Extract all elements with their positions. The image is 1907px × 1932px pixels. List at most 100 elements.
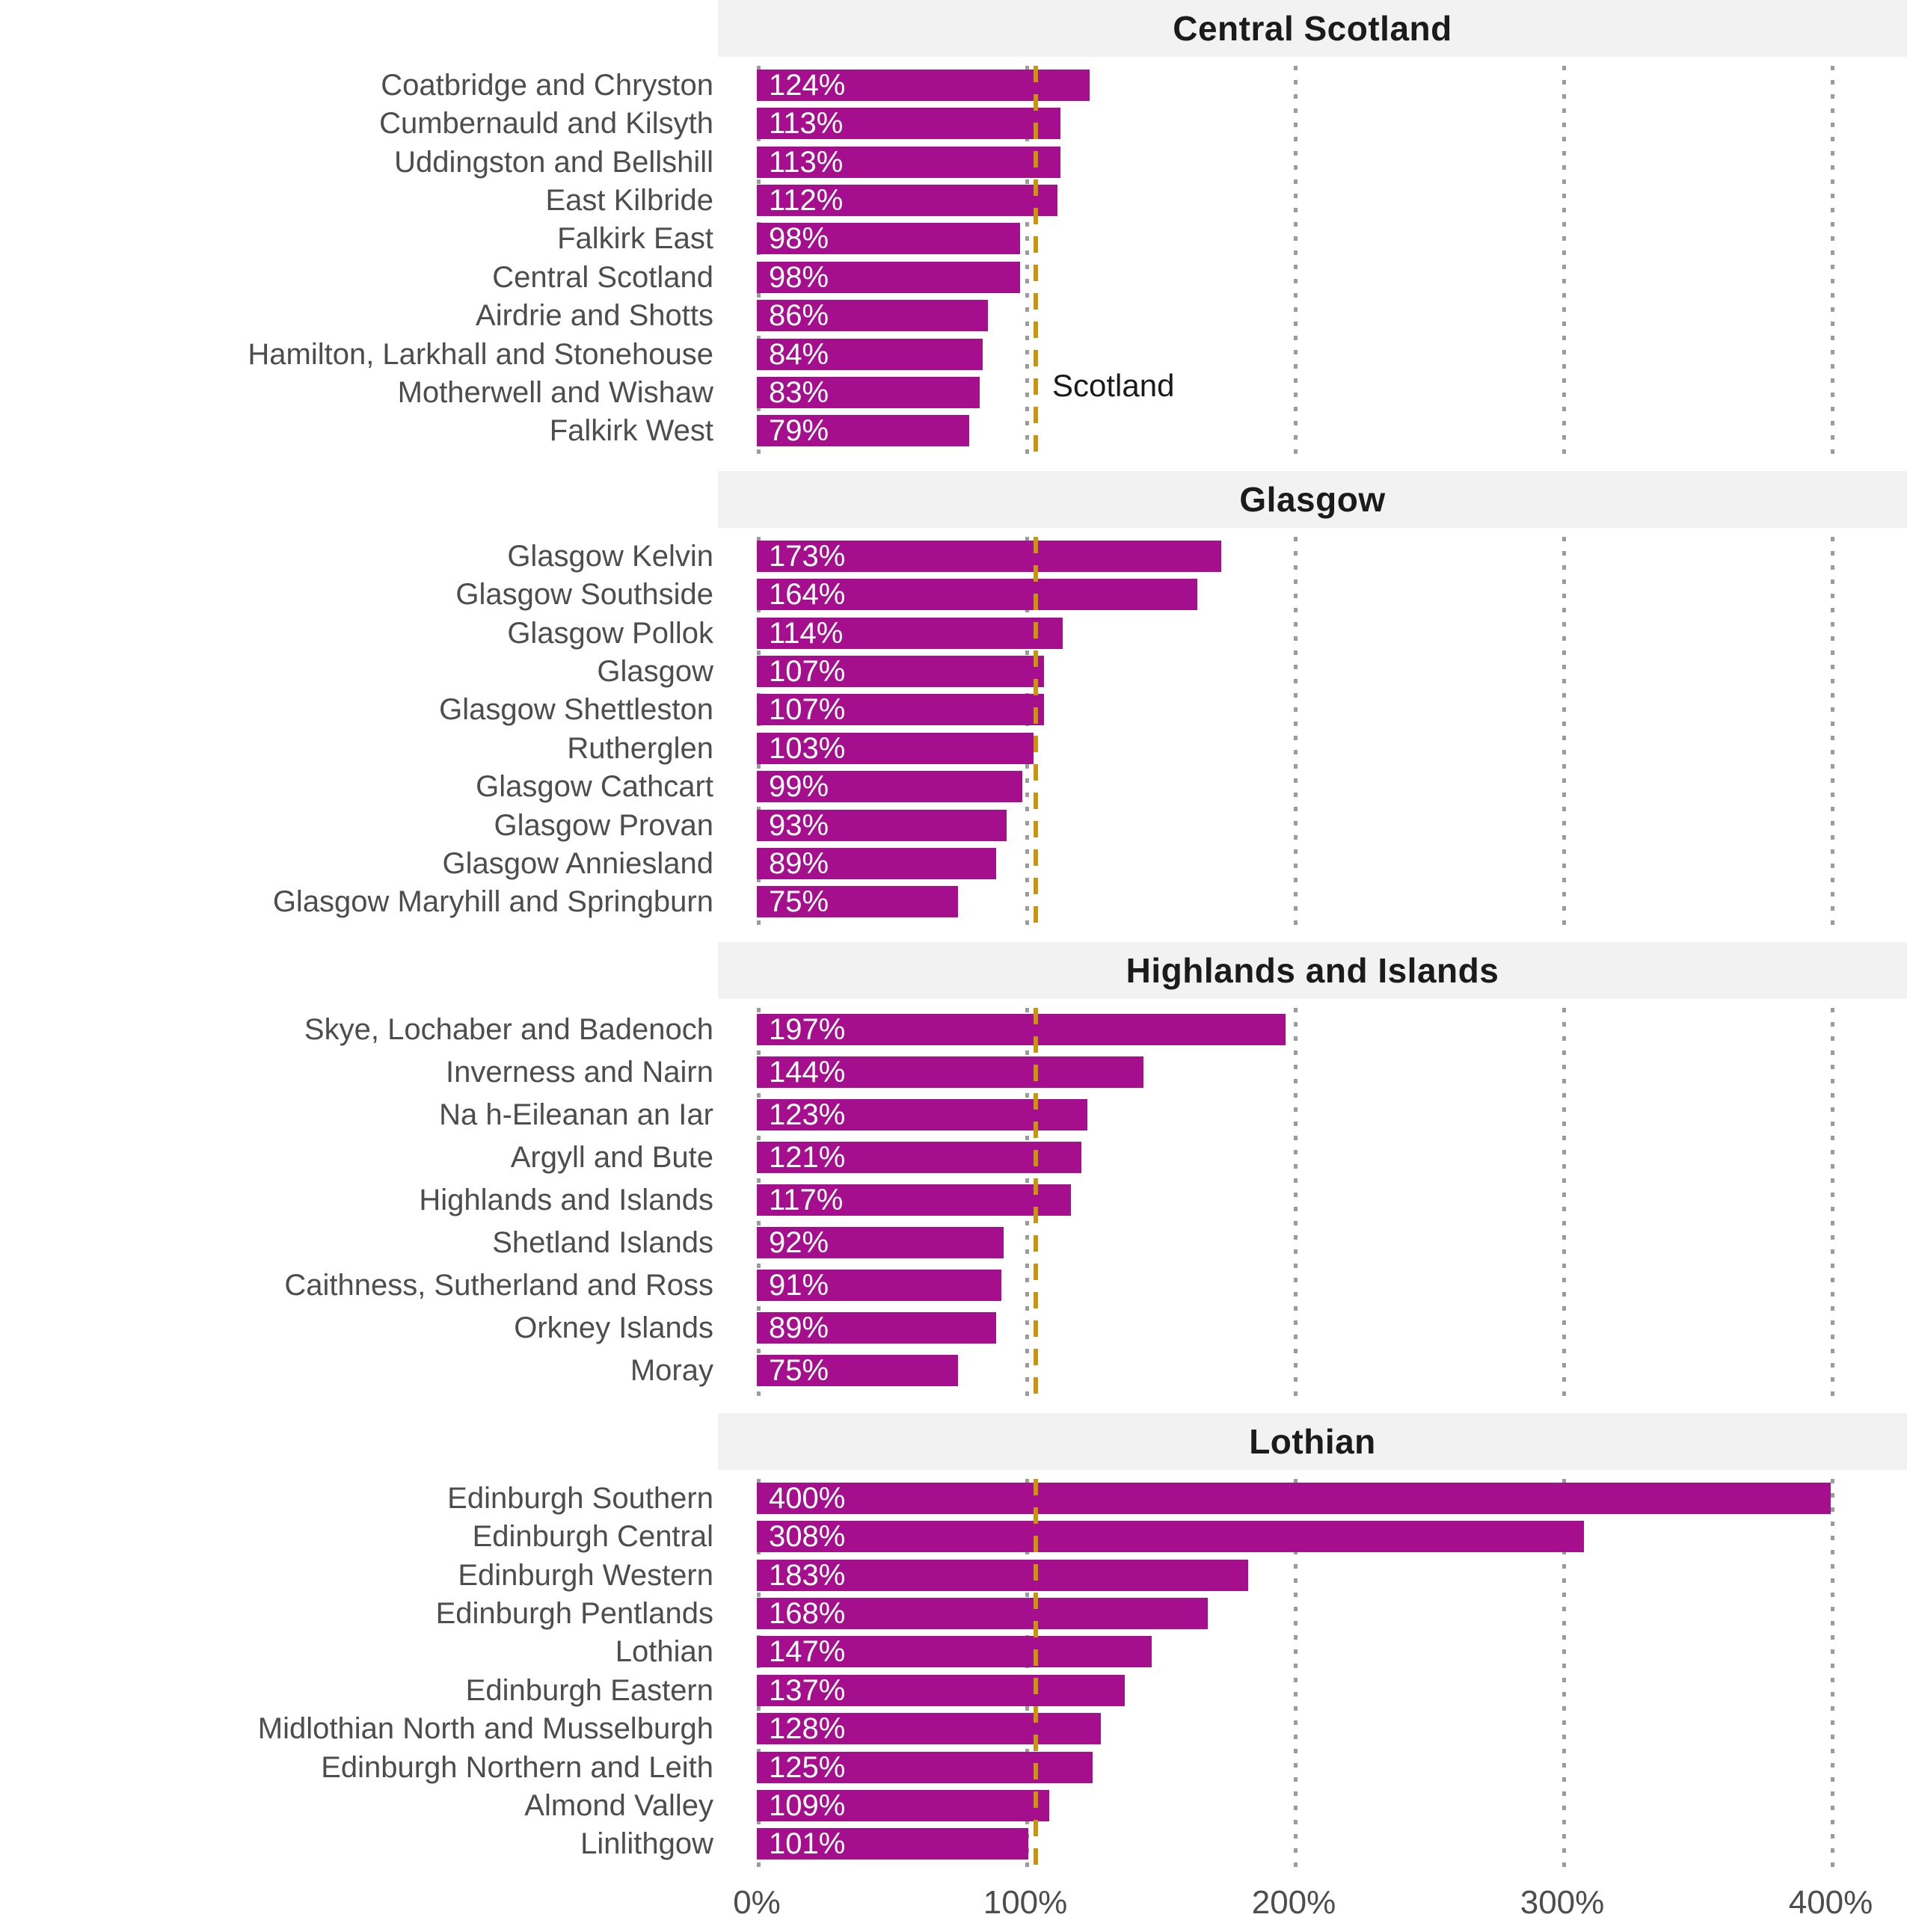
bar-row: Na h-Eileanan an Iar 123% xyxy=(0,1093,1907,1136)
gridline-300-percent xyxy=(1562,1479,1566,1874)
bar-row: Edinburgh Eastern 137% xyxy=(0,1671,1907,1709)
bar-value-label: 183% xyxy=(769,1558,846,1592)
category-label: Glasgow xyxy=(597,654,713,688)
value-bar: 86% xyxy=(757,299,988,333)
category-label: Lothian xyxy=(615,1635,713,1669)
bar-value-label: 121% xyxy=(769,1140,846,1174)
bar-track: 98% xyxy=(757,258,1907,296)
bar-row: Glasgow Cathcart 99% xyxy=(0,767,1907,805)
scotland-reference-line xyxy=(1033,66,1038,461)
category-label: Glasgow Anniesland xyxy=(442,846,713,880)
bar-value-label: 113% xyxy=(769,107,844,141)
bar-track: 123% xyxy=(757,1093,1907,1136)
bar-row: Glasgow Kelvin 173% xyxy=(0,537,1907,575)
bar-track: 79% xyxy=(757,412,1907,450)
value-bar: 164% xyxy=(757,579,1197,611)
category-label: Glasgow Kelvin xyxy=(507,539,713,573)
bar-row: Moray 75% xyxy=(0,1350,1907,1392)
gridline-200-percent xyxy=(1294,1479,1298,1874)
bar-track: 183% xyxy=(757,1556,1907,1594)
value-bar: 128% xyxy=(757,1713,1101,1745)
gridline-200-percent xyxy=(1294,66,1298,461)
category-label: Uddingston and Bellshill xyxy=(394,145,713,179)
bar-track: 86% xyxy=(757,296,1907,334)
bar-track: 168% xyxy=(757,1594,1907,1632)
bar-track: 99% xyxy=(757,767,1907,805)
scotland-reference-label: Scotland xyxy=(1052,368,1175,403)
value-bar: 125% xyxy=(757,1750,1093,1784)
bar-row: Glasgow Anniesland 89% xyxy=(0,844,1907,882)
category-label: Edinburgh Eastern xyxy=(465,1673,713,1707)
bar-row: Coatbridge and Chryston 124% xyxy=(0,66,1907,104)
scotland-reference-line xyxy=(1033,1479,1038,1874)
value-bar: 83% xyxy=(757,376,980,408)
facet-header: Central Scotland xyxy=(718,0,1907,57)
bar-track: 164% xyxy=(757,575,1907,613)
value-bar: 400% xyxy=(757,1482,1831,1514)
facet-plot-area: Coatbridge and Chryston 124% Cumbernauld a… xyxy=(0,66,1907,461)
bar-row: Edinburgh Pentlands 168% xyxy=(0,1594,1907,1632)
bar-row: Argyll and Bute 121% xyxy=(0,1136,1907,1178)
bar-value-label: 89% xyxy=(769,1311,829,1345)
value-bar: 168% xyxy=(757,1597,1209,1629)
value-bar: 101% xyxy=(757,1828,1028,1860)
category-label: Na h-Eileanan an Iar xyxy=(439,1098,713,1131)
category-label: Midlothian North and Musselburgh xyxy=(257,1712,713,1746)
bar-row: Glasgow Pollok 114% xyxy=(0,614,1907,652)
category-label: Shetland Islands xyxy=(492,1226,713,1260)
x-tick-label: 400% xyxy=(1788,1884,1873,1921)
bar-row: Uddingston and Bellshill 113% xyxy=(0,143,1907,181)
bar-value-label: 112% xyxy=(769,183,844,217)
bar-track: 92% xyxy=(757,1222,1907,1264)
category-label: Argyll and Bute xyxy=(510,1140,713,1174)
category-label: Linlithgow xyxy=(580,1827,713,1861)
value-bar: 113% xyxy=(757,146,1060,178)
category-label: Glasgow Provan xyxy=(494,808,713,842)
facet-title: Central Scotland xyxy=(1173,9,1452,48)
bar-value-label: 79% xyxy=(769,414,829,448)
category-label: Edinburgh Pentlands xyxy=(435,1596,713,1630)
facet-header: Highlands and Islands xyxy=(718,942,1907,999)
bar-value-label: 86% xyxy=(769,299,829,333)
bar-track: 75% xyxy=(757,883,1907,921)
bar-track: 89% xyxy=(757,844,1907,882)
value-bar: 93% xyxy=(757,808,1007,842)
category-label: Hamilton, Larkhall and Stonehouse xyxy=(248,337,713,371)
category-label: Rutherglen xyxy=(567,731,713,765)
value-bar: 114% xyxy=(757,617,1063,649)
bar-value-label: 98% xyxy=(769,222,829,256)
category-label: Skye, Lochaber and Badenoch xyxy=(304,1012,713,1046)
bar-value-label: 107% xyxy=(769,693,846,727)
bar-row: Caithness, Sutherland and Ross 91% xyxy=(0,1264,1907,1307)
value-bar: 98% xyxy=(757,260,1020,294)
gridline-100-percent xyxy=(1025,66,1029,461)
category-label: Edinburgh Western xyxy=(458,1558,713,1592)
bar-value-label: 123% xyxy=(769,1098,846,1131)
bar-value-label: 125% xyxy=(769,1750,846,1784)
bar-value-label: 93% xyxy=(769,808,829,842)
category-label: Coatbridge and Chryston xyxy=(381,68,713,102)
bar-row: Skye, Lochaber and Badenoch 197% xyxy=(0,1008,1907,1050)
facet-plot-area: Skye, Lochaber and Badenoch 197% Inverness… xyxy=(0,1008,1907,1403)
bar-track: 124% xyxy=(757,66,1907,104)
facet-panel: Lothian Edinburgh Southern 400% Edinburgh C… xyxy=(0,1413,1907,1874)
facet-header: Glasgow xyxy=(718,471,1907,528)
value-bar: 113% xyxy=(757,107,1060,141)
bar-value-label: 98% xyxy=(769,260,829,294)
value-bar: 89% xyxy=(757,1312,996,1344)
category-label: Glasgow Maryhill and Springburn xyxy=(272,885,713,919)
bar-track: 125% xyxy=(757,1748,1907,1786)
gridline-300-percent xyxy=(1562,66,1566,461)
bar-value-label: 75% xyxy=(769,885,829,919)
category-label: Glasgow Southside xyxy=(455,578,713,612)
bar-value-label: 137% xyxy=(769,1673,846,1707)
bar-value-label: 91% xyxy=(769,1269,829,1302)
bar-value-label: 308% xyxy=(769,1520,846,1554)
bar-row: Glasgow Maryhill and Springburn 75% xyxy=(0,883,1907,921)
bar-track: 114% xyxy=(757,614,1907,652)
facet-panels: Central Scotland Coatbridge and Chryston 1… xyxy=(0,0,1907,1874)
category-label: Falkirk East xyxy=(557,222,713,256)
value-bar: 137% xyxy=(757,1673,1125,1707)
category-label: Falkirk West xyxy=(549,414,713,448)
bar-track: 173% xyxy=(757,537,1907,575)
